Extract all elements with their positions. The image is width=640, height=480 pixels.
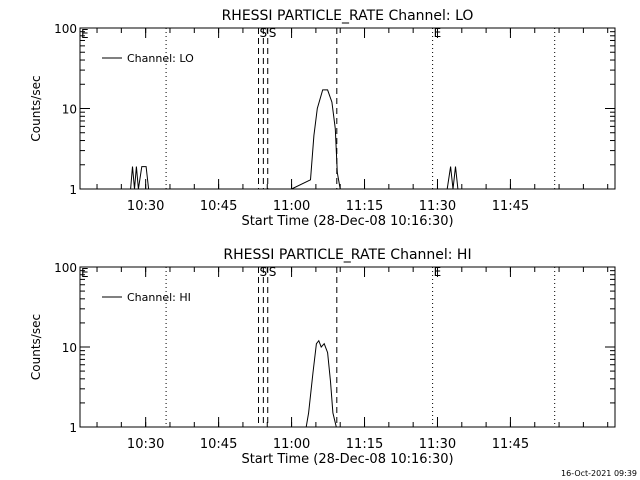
footer-timestamp: 16-Oct-2021 09:39 [561,469,637,478]
chart-title: RHESSI PARTICLE_RATE Channel: LO [222,8,474,24]
x-tick-label: 11:15 [346,437,383,452]
x-tick-label: 11:30 [419,199,456,214]
y-axis-label: Counts/sec [29,75,43,141]
x-tick-label: 10:30 [127,437,164,452]
edge-event-label: E [81,266,89,280]
x-tick-label: 10:45 [200,199,237,214]
x-tick-label: 10:45 [200,437,237,452]
legend-label: Channel: LO [127,52,194,65]
legend-label: Channel: HI [127,291,191,304]
x-tick-label: 11:00 [273,437,310,452]
y-tick-label: 1 [69,183,77,197]
x-axis-label: Start Time (28-Dec-08 10:16:30) [241,452,453,467]
y-tick-label: 10 [62,103,77,117]
y-axis-label: Counts/sec [29,314,43,380]
chart-title: RHESSI PARTICLE_RATE Channel: HI [223,247,471,263]
series-line [92,339,535,428]
chart-panel-hi: RHESSI PARTICLE_RATE Channel: HI Counts/s… [29,247,616,467]
chart-panel-lo: RHESSI PARTICLE_RATE Channel: LO Counts/s… [29,8,616,229]
event-label: E [434,26,442,40]
y-tick-label: 1 [69,421,77,435]
series-line [92,89,535,190]
y-tick-label: 10 [62,341,77,355]
x-tick-label: 11:45 [492,199,529,214]
x-tick-label: 10:30 [127,199,164,214]
y-tick-label: 100 [54,261,77,275]
event-label: E [434,265,442,279]
y-tick-label: 100 [54,22,77,36]
edge-event-label: E [81,27,89,41]
x-tick-label: 11:00 [273,199,310,214]
x-tick-label: 11:30 [419,437,456,452]
event-label: S [269,26,277,40]
x-tick-label: 11:15 [346,199,383,214]
x-axis-label: Start Time (28-Dec-08 10:16:30) [241,214,453,229]
x-tick-label: 11:45 [492,437,529,452]
event-label: S [269,265,277,279]
